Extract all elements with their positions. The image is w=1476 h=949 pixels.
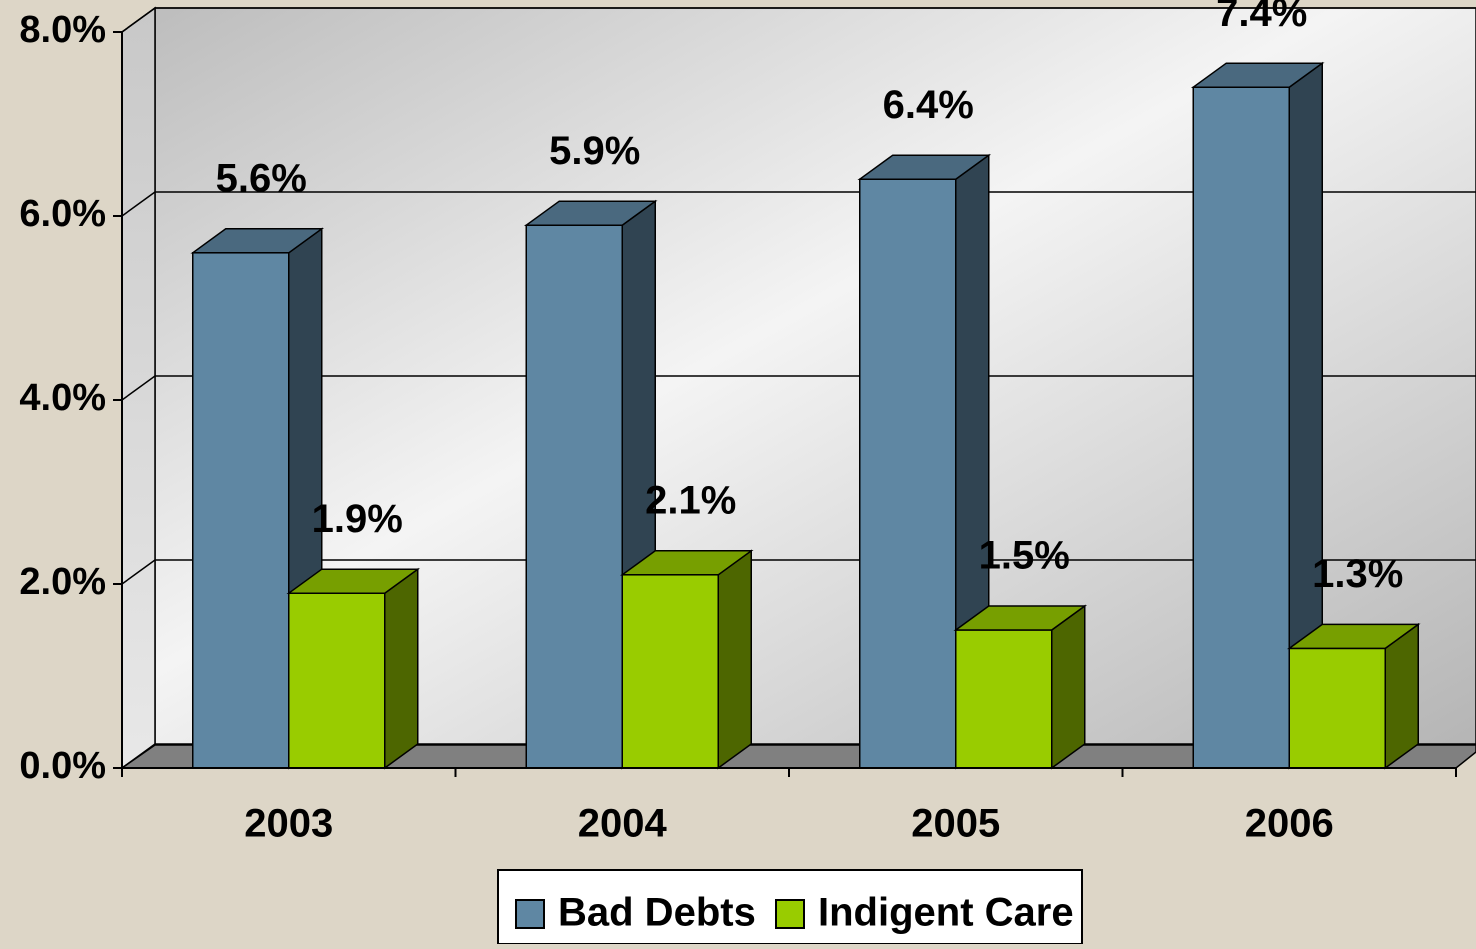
- x-tick-label: 2004: [578, 802, 668, 846]
- y-tick-label: 0.0%: [19, 745, 106, 787]
- data-label: 5.9%: [549, 129, 640, 173]
- data-label: 7.4%: [1216, 0, 1307, 35]
- y-tick-label: 2.0%: [19, 561, 106, 603]
- y-tick-label: 4.0%: [19, 377, 106, 419]
- x-tick-label: 2005: [911, 802, 1000, 846]
- bar-top: [953, 605, 1088, 631]
- bar-side: [384, 567, 419, 770]
- bar: [859, 178, 957, 769]
- bar: [525, 224, 623, 769]
- data-label: 6.4%: [883, 83, 974, 127]
- bar-top: [286, 568, 421, 594]
- grid-line: [121, 7, 156, 33]
- grid-line: [121, 559, 156, 585]
- bar-top: [619, 550, 754, 576]
- legend-swatch: [515, 899, 545, 929]
- data-label: 5.6%: [216, 156, 307, 200]
- bars: 5.6% 1.9% 5.9% 2.1% 6.4% 1.5% 7.4% 1.3%: [190, 0, 1421, 770]
- bar-top: [523, 200, 658, 226]
- bar-side: [1384, 622, 1419, 770]
- bar: [955, 629, 1053, 769]
- bar-top: [1286, 623, 1421, 650]
- x-tick-label: 2006: [1245, 802, 1334, 846]
- bar: [1192, 86, 1290, 769]
- data-label: 1.5%: [979, 534, 1070, 578]
- legend: Bad Debts Indigent Care: [515, 891, 1074, 935]
- grid-line: [121, 375, 156, 401]
- data-label: 1.3%: [1312, 552, 1403, 596]
- bar: [1288, 647, 1386, 769]
- bar-side: [1051, 604, 1086, 770]
- bar-top: [857, 154, 992, 180]
- legend-swatch: [775, 899, 805, 929]
- y-tick-label: 8.0%: [19, 9, 106, 51]
- bar-side: [717, 549, 752, 770]
- data-label: 2.1%: [645, 478, 736, 522]
- data-label: 1.9%: [312, 497, 403, 541]
- bar: [288, 592, 386, 769]
- bar: [621, 574, 719, 769]
- x-tick-label: 2003: [244, 802, 333, 846]
- legend-label: Bad Debts: [558, 891, 756, 935]
- bar-top: [1190, 62, 1325, 88]
- bar: [192, 252, 290, 769]
- y-tick-label: 6.0%: [19, 193, 106, 235]
- grid-line: [121, 191, 156, 217]
- bar-top: [190, 228, 325, 254]
- legend-label: Indigent Care: [818, 891, 1074, 935]
- axes: 0.0% 2.0% 4.0% 6.0% 8.0% 2003 2004 2005 2006: [19, 9, 1457, 846]
